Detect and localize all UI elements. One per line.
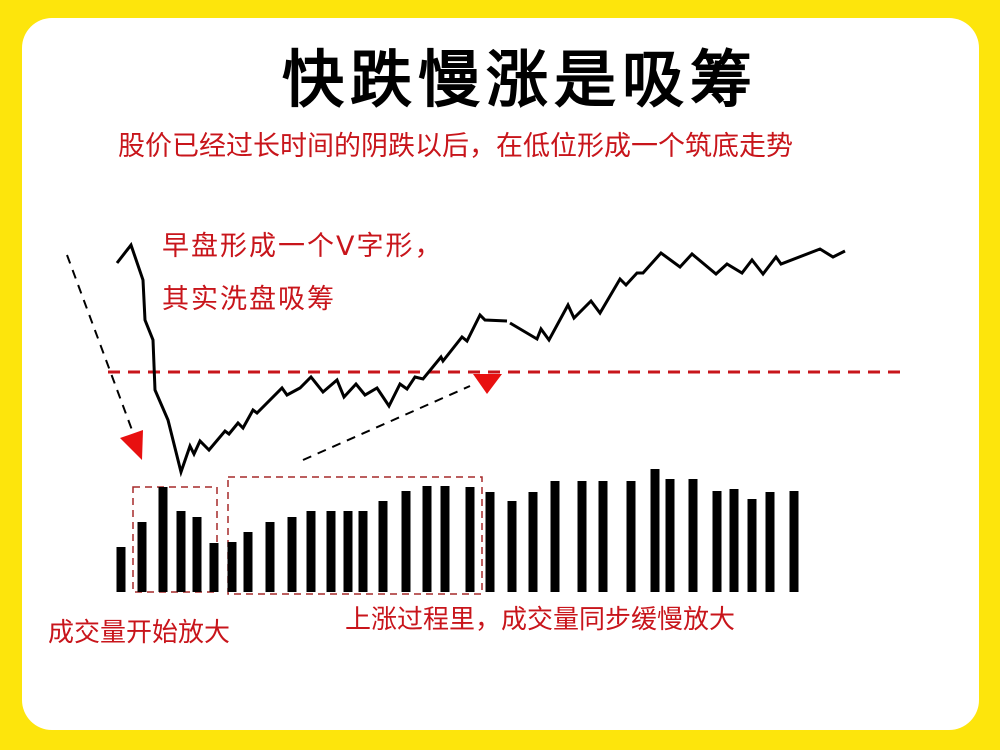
up-arrow-dashed-line <box>302 385 471 461</box>
volume-rise-box <box>227 476 483 595</box>
volume-bar <box>550 481 560 592</box>
volume-bar <box>401 491 411 592</box>
volume-bar <box>209 543 219 592</box>
volume-bar <box>287 517 297 592</box>
volume-bar <box>507 501 517 592</box>
volume-bar <box>306 511 316 592</box>
volume-bar <box>227 542 237 592</box>
subtitle: 股价已经过长时间的阴跌以后，在低位形成一个筑底走势 <box>118 131 793 162</box>
annotation-v-shape-2: 其实洗盘吸筹 <box>162 284 336 315</box>
volume-bar <box>343 511 353 592</box>
volume-bar <box>326 511 336 592</box>
volume-bar <box>192 517 202 592</box>
volume-bar <box>528 492 538 592</box>
volume-bar <box>378 501 388 592</box>
volume-bar <box>747 499 757 592</box>
volume-bar <box>158 487 168 592</box>
volume-bar <box>440 486 450 592</box>
volume-bar <box>789 491 799 592</box>
volume-bar <box>665 479 675 592</box>
volume-bar <box>688 479 698 592</box>
volume-bar <box>422 486 432 592</box>
volume-bar <box>485 492 495 592</box>
volume-bar <box>765 492 775 592</box>
annotation-v-shape-1: 早盘形成一个V字形， <box>162 231 444 262</box>
volume-bar <box>116 547 126 592</box>
price-line-segment-2 <box>509 247 846 343</box>
volume-bar <box>650 469 660 592</box>
arrowhead-support-icon <box>473 374 502 394</box>
volume-bar <box>598 481 608 592</box>
volume-bar <box>729 489 739 592</box>
down-arrow-dashed-line <box>66 254 133 431</box>
volume-bar <box>712 491 722 592</box>
volume-start-box <box>132 486 218 593</box>
volume-bar <box>577 481 587 592</box>
arrowhead-down-icon <box>120 430 143 460</box>
volume-bar <box>626 481 636 592</box>
annotation-volume-start: 成交量开始放大 <box>48 618 231 648</box>
volume-bar <box>243 532 253 592</box>
price-line-segment-1 <box>115 241 508 478</box>
annotation-volume-rise: 上涨过程里，成交量同步缓慢放大 <box>345 605 736 635</box>
volume-bar <box>465 487 475 592</box>
volume-bar <box>176 511 186 592</box>
page-title: 快跌慢涨是吸筹 <box>281 43 758 116</box>
volume-bar <box>358 511 368 592</box>
volume-bar <box>137 522 147 592</box>
volume-bar <box>265 522 275 592</box>
